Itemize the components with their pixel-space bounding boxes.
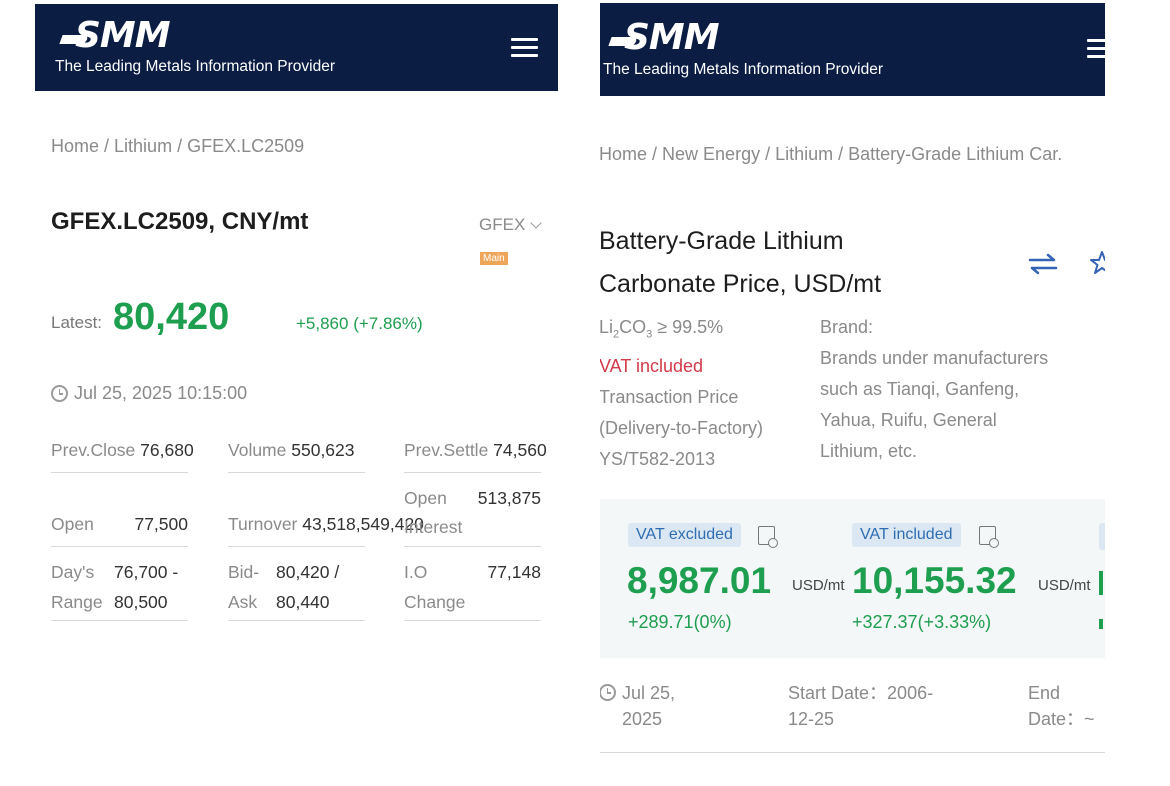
latest-price: 80,420 <box>113 296 230 338</box>
tagline: The Leading Metals Information Provider <box>55 58 336 75</box>
purity: Li2CO3 ≥ 99.5% <box>600 317 724 341</box>
vat-included-label: VAT included <box>600 355 704 376</box>
search-doc-icon[interactable] <box>979 526 999 548</box>
clock-icon <box>51 385 68 402</box>
stat-prev-settle: Prev.Settle 74,560 <box>404 440 547 460</box>
change-vat-included: +327.37(+3.33%) <box>852 612 992 632</box>
right-panel: SMM The Leading Metals Information Provi… <box>580 0 1170 786</box>
stat-days-range: Day's Range 76,700 - 80,500 <box>51 562 179 612</box>
breadcrumb-home[interactable]: Home <box>600 144 648 164</box>
start-date: Start Date：2006- 12-25 <box>788 683 934 729</box>
hamburger-icon[interactable] <box>511 38 538 58</box>
stat-bid-ask: Bid- Ask 80,420 / 80,440 <box>228 562 340 612</box>
latest-label: Latest: <box>51 313 103 332</box>
latest-change: +5,860 (+7.86%) <box>296 314 423 333</box>
breadcrumb-lithium[interactable]: Lithium <box>114 136 173 156</box>
chevron-down-icon <box>530 217 542 229</box>
price-unit: USD/mt <box>1038 577 1091 594</box>
price-box: VAT excluded 8,987.01 USD/mt +289.71(0%)… <box>600 499 1105 658</box>
breadcrumb-new-energy[interactable]: New Energy <box>662 144 761 164</box>
site-header: SMM The Leading Metals Information Provi… <box>600 3 1105 96</box>
stat-prev-close: Prev.Close 76,680 <box>51 440 194 460</box>
smm-logo[interactable]: SMM <box>608 20 720 56</box>
breadcrumb-current: GFEX.LC2509 <box>187 136 305 156</box>
stat-io-change: I.O Change 77,148 <box>404 562 541 612</box>
change-vat-excluded: +289.71(0%) <box>628 612 732 632</box>
vat-included-badge: VAT included <box>852 523 961 547</box>
change-partial <box>1099 619 1103 629</box>
stat-open: Open 77,500 <box>51 514 188 534</box>
clock-icon <box>600 684 616 701</box>
main-contract-badge: Main <box>480 252 508 265</box>
timestamp: Jul 25, 2025 <box>600 680 675 732</box>
exchange-select[interactable]: GFEX <box>479 215 542 235</box>
breadcrumb-home[interactable]: Home <box>51 136 100 156</box>
star-icon[interactable] <box>1089 250 1105 276</box>
search-doc-icon[interactable] <box>758 526 778 548</box>
end-date: End Date：~ <box>1028 683 1095 729</box>
page-title: GFEX.LC2509, CNY/mt <box>51 208 309 235</box>
price-partial <box>1099 571 1103 595</box>
swap-icon[interactable] <box>1028 253 1058 275</box>
site-header: SMM The Leading Metals Information Provi… <box>35 4 558 91</box>
brand-info: Brand: Brands under manufacturers such a… <box>820 317 1049 461</box>
price-vat-included: 10,155.32 <box>852 560 1017 601</box>
stat-volume: Volume 550,623 <box>228 440 355 460</box>
stat-turnover: Turnover 43,518,549,420 <box>228 514 424 534</box>
breadcrumb-current: Battery-Grade Lithium Car. <box>848 144 1063 164</box>
hamburger-icon[interactable] <box>1087 39 1105 59</box>
stat-open-interest: Open Interest 513,875 <box>404 488 541 537</box>
smm-logo[interactable]: SMM <box>59 18 171 54</box>
breadcrumb-lithium[interactable]: Lithium <box>775 144 834 164</box>
tagline: The Leading Metals Information Provider <box>603 61 884 78</box>
price-unit: USD/mt <box>792 577 845 594</box>
product-spec: Li2CO3 ≥ 99.5% VAT included Transaction … <box>600 312 763 475</box>
breadcrumb: Home / Lithium / GFEX.LC2509 <box>51 136 305 156</box>
left-panel: SMM The Leading Metals Information Provi… <box>0 0 580 786</box>
vat-excluded-badge: VAT excluded <box>628 523 741 547</box>
price-vat-excluded: 8,987.01 <box>627 560 772 601</box>
vat-badge-partial <box>1099 523 1105 550</box>
breadcrumb: Home / New Energy / Lithium / Battery-Gr… <box>600 144 1063 164</box>
timestamp: Jul 25, 2025 10:15:00 <box>51 383 247 404</box>
page-title: Battery-Grade Lithium Carbonate Price, U… <box>600 227 882 298</box>
